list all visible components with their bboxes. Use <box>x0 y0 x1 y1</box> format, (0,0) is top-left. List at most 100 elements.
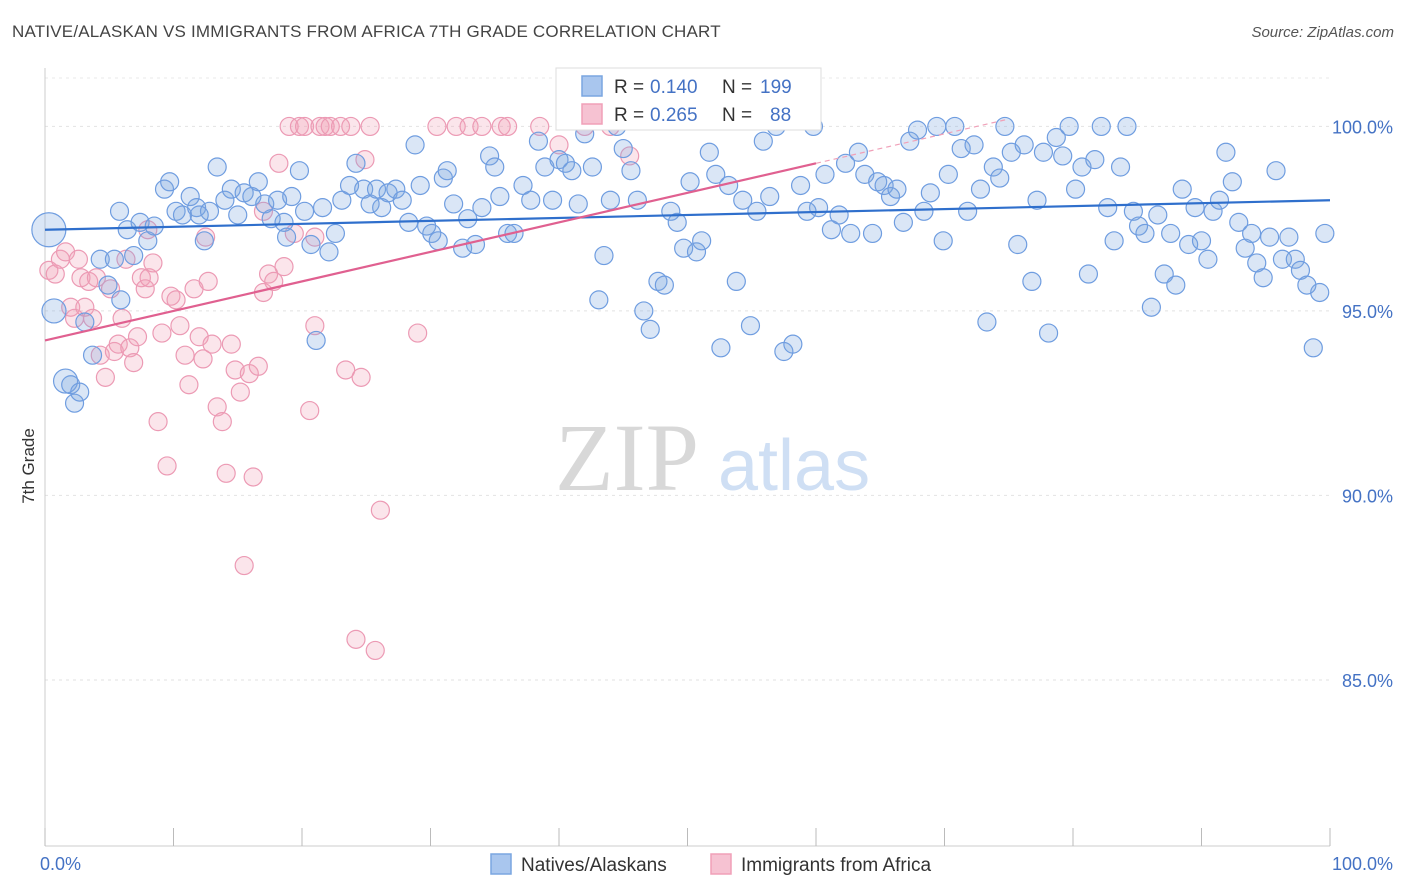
natives-point <box>207 157 227 177</box>
natives-point <box>480 146 500 166</box>
natives-point <box>600 190 621 210</box>
natives-point <box>1191 231 1212 251</box>
natives-point <box>1123 201 1143 221</box>
immigrants-point <box>230 382 250 402</box>
immigrants-point <box>216 463 236 483</box>
natives-point <box>1038 323 1059 343</box>
natives-point <box>835 153 856 173</box>
immigrants-point <box>289 116 310 137</box>
natives-point <box>1161 223 1181 244</box>
natives-point <box>274 212 294 232</box>
chart-title: NATIVE/ALASKAN VS IMMIGRANTS FROM AFRICA… <box>12 22 721 41</box>
natives-point <box>1185 198 1205 218</box>
natives-point <box>995 116 1015 137</box>
y-tick-label: 100.0% <box>1332 117 1393 137</box>
natives-point <box>276 227 297 247</box>
immigrants-point <box>207 397 227 417</box>
natives-point <box>1117 116 1137 137</box>
natives-point <box>422 223 442 244</box>
natives-point <box>392 190 412 210</box>
natives-point <box>1098 198 1118 218</box>
natives-point <box>70 382 90 402</box>
natives-point <box>1166 275 1186 295</box>
immigrants-point <box>45 264 65 284</box>
natives-point <box>180 186 200 207</box>
natives-point <box>1046 127 1066 148</box>
natives-point <box>1104 231 1124 251</box>
natives-point <box>938 164 958 184</box>
immigrants-point <box>148 412 168 432</box>
immigrants-point <box>166 290 186 310</box>
natives-point <box>215 190 235 210</box>
natives-point <box>621 161 641 181</box>
immigrants-point <box>127 327 148 347</box>
natives-point <box>410 175 430 196</box>
natives-point <box>667 212 687 232</box>
natives-point <box>267 190 288 210</box>
natives-point <box>1172 179 1192 199</box>
immigrants-point <box>620 146 640 166</box>
natives-point <box>568 194 588 214</box>
immigrants-point <box>225 360 245 380</box>
immigrants-point <box>193 349 213 369</box>
natives-point <box>339 175 360 196</box>
natives-point <box>1279 227 1299 247</box>
natives-point <box>1179 234 1199 255</box>
immigrants-point <box>39 260 59 280</box>
natives-point <box>542 190 563 210</box>
natives-point <box>1022 271 1042 292</box>
immigrants-point <box>152 323 172 343</box>
immigrants-point <box>305 316 325 336</box>
y-axis-label: 7th Grade <box>19 428 38 504</box>
natives-point <box>1110 157 1131 177</box>
natives-point <box>907 120 928 140</box>
natives-point <box>1285 249 1305 269</box>
natives-point <box>699 142 719 162</box>
legend-r-value-2: 0.265 <box>650 105 698 126</box>
bottom-legend-swatch-immigrants <box>710 853 732 875</box>
natives-point <box>740 316 761 336</box>
natives-point <box>1128 216 1149 236</box>
natives-point <box>513 175 533 196</box>
natives-point <box>289 161 310 181</box>
bottom-legend-swatch-natives <box>490 853 512 875</box>
immigrants-point <box>427 116 447 137</box>
natives-point <box>977 312 997 332</box>
natives-point <box>562 161 582 181</box>
natives-point <box>1148 205 1168 225</box>
immigrants-point <box>294 116 315 137</box>
natives-point <box>160 172 180 192</box>
x-tick-label-min: 0.0% <box>40 854 81 874</box>
source-label: Source: ZipAtlas.com <box>1251 24 1394 41</box>
natives-point <box>189 205 209 225</box>
y-tick-label: 85.0% <box>1342 671 1393 691</box>
natives-point <box>428 231 448 251</box>
immigrants-point <box>221 334 241 354</box>
natives-point <box>528 131 549 151</box>
immigrants-point <box>131 268 151 288</box>
natives-point <box>1209 190 1230 210</box>
natives-point <box>733 190 753 210</box>
x-tick-label-max: 100.0% <box>1332 854 1393 874</box>
natives-point <box>711 338 731 358</box>
natives-point <box>893 212 913 232</box>
legend-swatch-natives <box>581 75 603 97</box>
natives-point <box>346 153 366 173</box>
immigrants-trend-extension <box>815 118 1009 164</box>
immigrants-point <box>549 135 569 155</box>
natives-point <box>874 175 894 196</box>
immigrants-points <box>39 116 640 661</box>
immigrants-point <box>86 268 107 288</box>
natives-trend-line <box>44 199 1331 231</box>
natives-point <box>187 198 207 218</box>
tick-labels: 100.0% 95.0% 90.0% 85.0% 0.0% 100.0% <box>40 117 1393 874</box>
immigrants-point <box>365 640 385 661</box>
natives-point <box>98 275 118 295</box>
immigrants-point <box>341 116 361 137</box>
natives-point <box>1242 223 1262 244</box>
natives-point <box>261 209 281 229</box>
natives-point <box>1222 172 1242 192</box>
immigrants-point <box>234 555 254 576</box>
legend-n-value-1: 199 <box>760 77 792 98</box>
